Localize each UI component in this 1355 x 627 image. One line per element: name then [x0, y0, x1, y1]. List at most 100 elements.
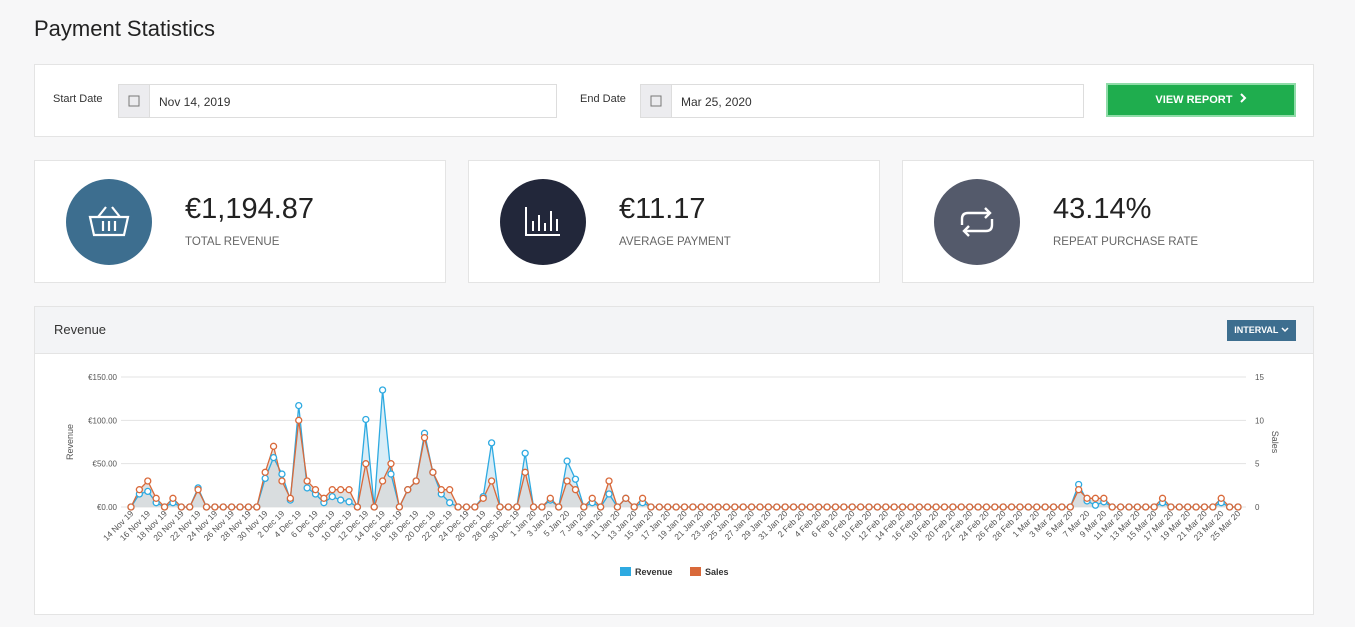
point — [370, 503, 378, 511]
point — [378, 386, 387, 394]
point — [135, 486, 144, 494]
point — [378, 477, 387, 485]
y2-tick-label: 0 — [1255, 503, 1260, 512]
arrow-top — [960, 207, 992, 225]
point — [890, 503, 898, 511]
point — [940, 503, 949, 511]
filter-panel: Start Date Nov 14, 2019 End Date Mar 25,… — [34, 64, 1314, 137]
point — [907, 503, 915, 511]
point — [982, 503, 991, 511]
stat-icon — [934, 179, 1020, 265]
point — [647, 503, 655, 511]
basket — [88, 215, 130, 237]
chevron — [1239, 93, 1246, 103]
point — [236, 503, 244, 511]
point — [177, 503, 185, 511]
point — [747, 503, 756, 511]
point — [571, 475, 580, 483]
point — [1184, 503, 1192, 511]
y-tick-label: €100.00 — [88, 416, 117, 425]
calendar-icon — [641, 85, 672, 117]
point — [605, 490, 613, 498]
point — [555, 503, 563, 511]
point — [269, 453, 278, 462]
point — [412, 477, 420, 485]
point — [446, 486, 454, 494]
y-axis-title: Revenue — [65, 424, 75, 460]
stat-card: €1,194.87 TOTAL REVENUE — [34, 160, 446, 283]
point — [127, 503, 135, 511]
point — [513, 503, 521, 511]
point — [563, 477, 571, 485]
point — [714, 503, 722, 511]
stat-label: TOTAL REVENUE — [185, 236, 280, 248]
point — [622, 494, 630, 502]
point — [764, 503, 773, 511]
point — [487, 439, 496, 447]
point — [244, 503, 253, 511]
point — [680, 503, 689, 511]
point — [882, 503, 890, 511]
point — [529, 503, 538, 511]
point — [462, 503, 471, 511]
interval-button[interactable]: INTERVAL — [1227, 320, 1296, 341]
basket-lines — [97, 206, 121, 231]
point — [454, 503, 462, 511]
point — [798, 503, 806, 511]
chart-icon — [525, 207, 560, 236]
point — [1167, 503, 1175, 511]
point — [1075, 486, 1083, 494]
point — [169, 494, 177, 502]
point — [337, 486, 345, 494]
point — [1133, 503, 1142, 511]
point — [706, 503, 714, 511]
point — [362, 460, 370, 468]
point — [521, 449, 529, 457]
point — [261, 474, 269, 483]
point — [278, 477, 286, 485]
point — [152, 494, 160, 502]
point — [1217, 494, 1225, 502]
bars — [532, 211, 558, 231]
point — [303, 477, 311, 485]
point — [269, 442, 278, 450]
legend-swatch — [690, 567, 701, 576]
point — [781, 503, 789, 511]
point — [1225, 503, 1234, 511]
point — [404, 486, 412, 494]
start-date-input[interactable]: Nov 14, 2019 — [118, 84, 557, 118]
point — [806, 503, 814, 511]
start-date-label: Start Date — [53, 93, 103, 105]
point — [789, 503, 798, 511]
end-date-input[interactable]: Mar 25, 2020 — [640, 84, 1084, 118]
axes — [525, 207, 560, 236]
point — [311, 486, 320, 494]
point — [504, 503, 513, 511]
point — [395, 503, 404, 511]
point — [1125, 503, 1133, 511]
point — [697, 503, 705, 511]
point — [1175, 503, 1183, 511]
legend-label: Revenue — [635, 567, 673, 577]
point — [773, 503, 781, 511]
page-title: Payment Statistics — [34, 16, 215, 41]
point — [446, 499, 454, 507]
calendar-shape — [128, 95, 140, 107]
repeat-icon — [960, 207, 994, 237]
y2-tick-label: 10 — [1255, 416, 1264, 425]
start-date-value: Nov 14, 2019 — [159, 95, 231, 109]
point — [194, 486, 202, 494]
point — [672, 503, 680, 511]
point — [479, 494, 487, 502]
point — [605, 477, 613, 485]
stat-card: €11.17 AVERAGE PAYMENT — [468, 160, 880, 283]
point — [487, 477, 496, 485]
point — [823, 503, 831, 511]
point — [219, 503, 227, 511]
point — [1234, 503, 1242, 511]
legend-label: Sales — [705, 567, 729, 577]
point — [295, 416, 303, 424]
view-report-button[interactable]: VIEW REPORT — [1106, 83, 1296, 117]
